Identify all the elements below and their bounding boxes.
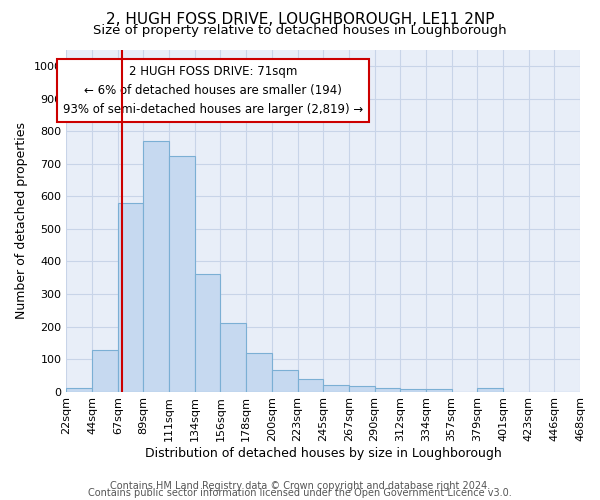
- Bar: [67, 388, 92, 392]
- Bar: [220, 324, 246, 392]
- X-axis label: Distribution of detached houses by size in Loughborough: Distribution of detached houses by size …: [145, 447, 502, 460]
- Bar: [195, 274, 220, 392]
- Bar: [118, 203, 143, 392]
- Bar: [298, 378, 323, 392]
- Bar: [400, 389, 426, 392]
- Text: Contains public sector information licensed under the Open Government Licence v3: Contains public sector information licen…: [88, 488, 512, 498]
- Bar: [323, 385, 349, 392]
- Bar: [246, 352, 272, 392]
- Bar: [169, 156, 195, 392]
- Bar: [92, 350, 118, 392]
- Bar: [374, 388, 400, 392]
- Text: 2 HUGH FOSS DRIVE: 71sqm
← 6% of detached houses are smaller (194)
93% of semi-d: 2 HUGH FOSS DRIVE: 71sqm ← 6% of detache…: [62, 66, 363, 116]
- Text: Size of property relative to detached houses in Loughborough: Size of property relative to detached ho…: [93, 24, 507, 37]
- Y-axis label: Number of detached properties: Number of detached properties: [15, 122, 28, 320]
- Bar: [272, 370, 298, 392]
- Text: Contains HM Land Registry data © Crown copyright and database right 2024.: Contains HM Land Registry data © Crown c…: [110, 481, 490, 491]
- Bar: [426, 389, 452, 392]
- Text: 2, HUGH FOSS DRIVE, LOUGHBOROUGH, LE11 2NP: 2, HUGH FOSS DRIVE, LOUGHBOROUGH, LE11 2…: [106, 12, 494, 28]
- Bar: [477, 388, 503, 392]
- Bar: [349, 386, 374, 392]
- Bar: [143, 141, 169, 392]
